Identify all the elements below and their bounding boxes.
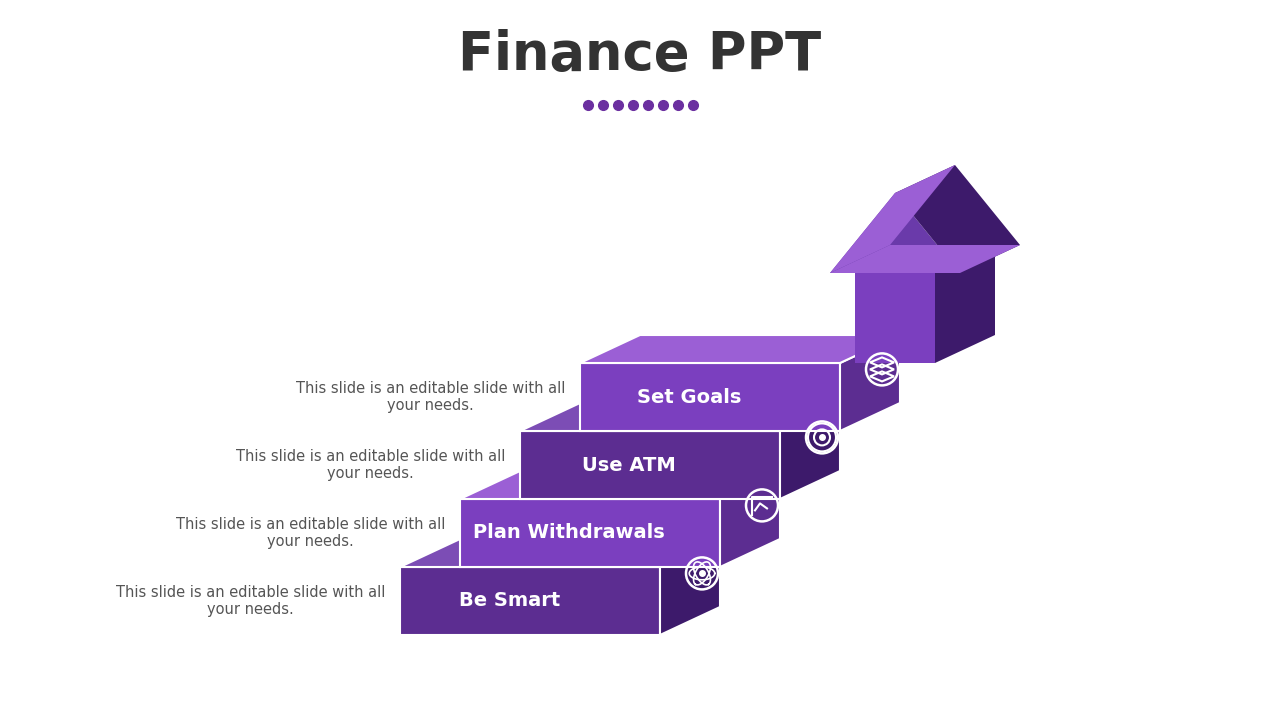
- Polygon shape: [719, 471, 780, 567]
- Text: Be Smart: Be Smart: [458, 592, 559, 611]
- Polygon shape: [855, 245, 995, 273]
- Polygon shape: [829, 245, 1020, 273]
- Polygon shape: [660, 539, 719, 635]
- Polygon shape: [829, 193, 960, 273]
- Polygon shape: [840, 335, 900, 431]
- Text: Plan Withdrawals: Plan Withdrawals: [474, 523, 666, 542]
- Polygon shape: [780, 403, 840, 499]
- Text: This slide is an editable slide with all
your needs.: This slide is an editable slide with all…: [115, 585, 385, 617]
- Text: Finance PPT: Finance PPT: [458, 29, 822, 81]
- Polygon shape: [520, 403, 840, 431]
- Polygon shape: [520, 431, 780, 499]
- Text: This slide is an editable slide with all
your needs.: This slide is an editable slide with all…: [296, 381, 564, 413]
- Polygon shape: [399, 567, 660, 635]
- Polygon shape: [460, 499, 719, 567]
- Polygon shape: [460, 471, 780, 499]
- Polygon shape: [895, 165, 1020, 273]
- Text: This slide is an editable slide with all
your needs.: This slide is an editable slide with all…: [236, 449, 506, 481]
- Polygon shape: [934, 245, 995, 363]
- Polygon shape: [580, 335, 900, 363]
- Text: This slide is an editable slide with all
your needs.: This slide is an editable slide with all…: [175, 517, 445, 549]
- Polygon shape: [855, 273, 934, 363]
- Text: Set Goals: Set Goals: [637, 387, 741, 407]
- Polygon shape: [399, 539, 719, 567]
- Polygon shape: [580, 363, 840, 431]
- Polygon shape: [829, 165, 955, 273]
- Text: Use ATM: Use ATM: [582, 456, 676, 474]
